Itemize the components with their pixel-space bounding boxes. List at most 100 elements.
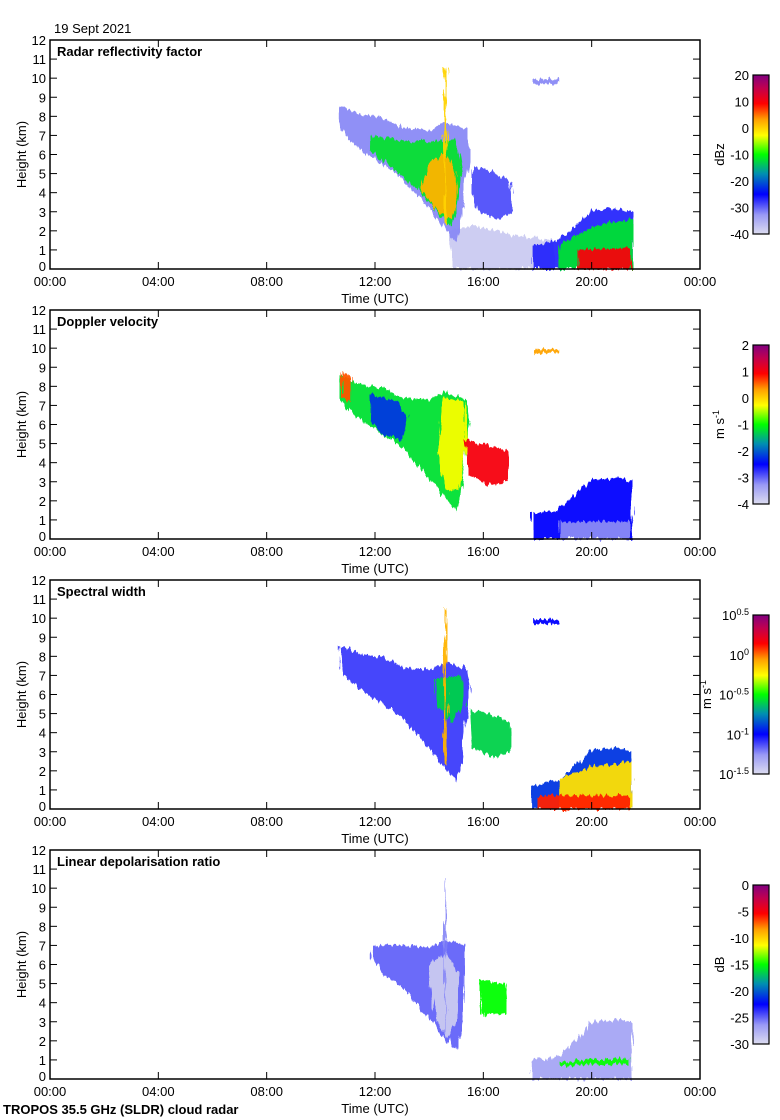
y-tick-label: 5 [39,437,46,452]
y-tick-label: 9 [39,360,46,375]
radar-echo [559,521,630,539]
y-axis-label: Height (km) [14,931,29,998]
y-tick-label: 10 [32,611,46,626]
footer-title: TROPOS 35.5 GHz (SLDR) cloud radar [3,1102,239,1117]
y-tick-label: 9 [39,90,46,105]
y-tick-label: 1 [39,1053,46,1068]
radar-echo [434,675,465,724]
y-tick-label: 10 [32,341,46,356]
colorbar-tick-label: 100.5 [722,607,749,623]
colorbar-tick-label: -2 [737,444,749,459]
x-tick-label: 04:00 [142,274,175,289]
y-tick-label: 11 [33,862,47,877]
y-tick-label: 0 [39,529,46,544]
x-tick-label: 12:00 [359,544,392,559]
colorbar-tick-label: -10 [730,931,749,946]
y-tick-label: 3 [39,205,46,220]
x-tick-label: 00:00 [34,1084,67,1099]
colorbar-gradient [752,884,770,1045]
x-tick-label: 12:00 [359,814,392,829]
y-tick-label: 7 [39,128,46,143]
x-tick-label: 16:00 [467,544,500,559]
radar-echo [472,165,514,220]
colorbar-tick-label: -3 [737,471,749,486]
y-tick-label: 6 [39,418,46,433]
x-tick-label: 04:00 [142,544,175,559]
x-tick-label: 12:00 [359,1084,392,1099]
y-tick-label: 6 [39,958,46,973]
colorbar-tick-label: 2 [742,338,749,353]
y-tick-label: 4 [39,996,46,1011]
colorbar-tick-label: -20 [730,174,749,189]
x-tick-label: 00:00 [684,544,717,559]
radar-echo [578,248,630,269]
colorbar-gradient [752,614,770,775]
x-axis-label: Time (UTC) [341,831,408,846]
x-tick-label: 00:00 [34,544,67,559]
y-tick-label: 3 [39,745,46,760]
y-tick-label: 7 [39,398,46,413]
colorbar-tick-label: 0 [742,878,749,893]
colorbar-tick-label: -30 [730,201,749,216]
y-tick-label: 2 [39,764,46,779]
x-tick-label: 16:00 [467,274,500,289]
radar-echo [532,619,560,624]
y-tick-label: 1 [39,243,46,258]
colorbar-unit-label: dB [712,957,727,973]
y-tick-label: 4 [39,456,46,471]
panel-title: Radar reflectivity factor [57,44,202,59]
radar-echo [429,953,459,1037]
colorbar-gradient [752,344,770,505]
y-tick-label: 5 [39,977,46,992]
colorbar: 0 -5 -10 -15 -20 -25 -30 dB [712,878,770,1052]
colorbar-unit-label: m s-1 [711,410,727,439]
y-tick-label: 2 [39,224,46,239]
y-tick-label: 12 [32,303,46,318]
y-tick-label: 10 [32,881,46,896]
y-axis-label: Height (km) [14,661,29,728]
radar-echo [537,795,630,809]
x-tick-label: 12:00 [359,274,392,289]
echo-layer [372,878,633,1079]
x-tick-label: 08:00 [250,274,283,289]
x-tick-label: 16:00 [467,814,500,829]
radar-echo [469,709,511,758]
x-tick-label: 00:00 [684,814,717,829]
colorbar-gradient [752,74,770,235]
y-tick-label: 1 [39,513,46,528]
y-tick-label: 5 [39,707,46,722]
y-tick-label: 7 [39,668,46,683]
colorbar-tick-label: -40 [730,227,749,242]
panel-2: 00:00 04:00 08:00 12:00 16:00 20:00 00:0001234… [14,303,770,576]
x-axis-label: Time (UTC) [341,1101,408,1116]
y-axis-label: Height (km) [14,391,29,458]
x-tick-label: 20:00 [575,274,608,289]
y-tick-label: 4 [39,726,46,741]
x-tick-label: 08:00 [250,814,283,829]
colorbar-tick-label: 10-0.5 [719,687,749,703]
y-tick-label: 7 [39,938,46,953]
radar-echo [559,1058,630,1066]
colorbar-unit-label: dBz [712,143,727,165]
y-tick-label: 12 [32,843,46,858]
y-tick-label: 8 [39,649,46,664]
colorbar: 20 10 0 -10 -20 -30 -40 dBz [712,68,770,242]
x-tick-label: 00:00 [684,274,717,289]
x-tick-label: 00:00 [684,1084,717,1099]
x-axis-label: Time (UTC) [341,561,408,576]
colorbar-tick-label: -15 [730,958,749,973]
y-tick-label: 4 [39,186,46,201]
x-tick-label: 20:00 [575,1084,608,1099]
colorbar-tick-label: 10-1.5 [719,766,749,782]
date-label: 19 Sept 2021 [54,21,131,36]
colorbar: 2 1 0 -1 -2 -3 -4 m s-1 [711,338,770,512]
colorbar: 100.5 100 10-0.5 10-1 10-1.5 m s-1 [698,607,770,782]
x-tick-label: 16:00 [467,1084,500,1099]
y-tick-label: 0 [39,1069,46,1084]
colorbar-tick-label: 0 [742,121,749,136]
radar-echo [532,1019,633,1079]
panel-title: Spectral width [57,584,146,599]
echo-layer [339,68,633,269]
y-tick-label: 9 [39,630,46,645]
colorbar-tick-label: 1 [742,365,749,380]
